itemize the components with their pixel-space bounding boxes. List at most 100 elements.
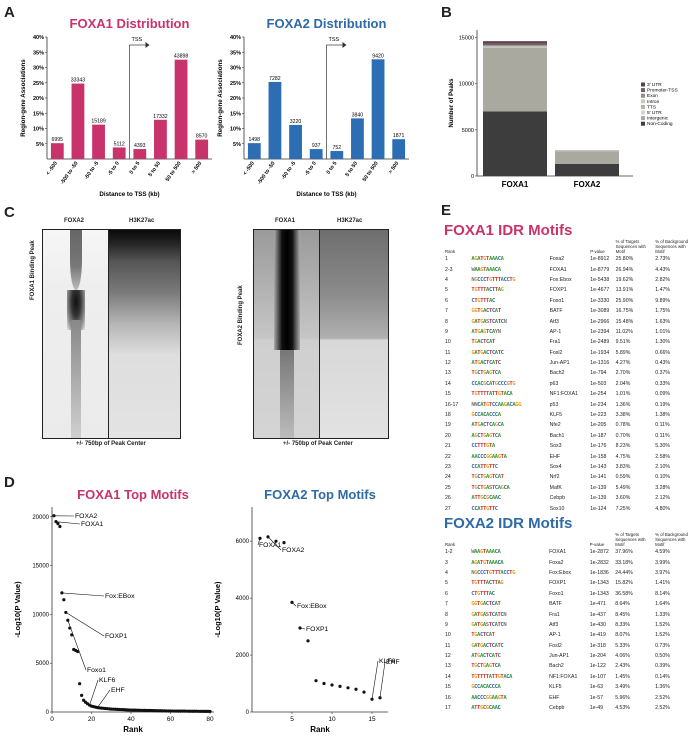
foxa1-motifs-annotation-label: KLF6	[99, 677, 115, 684]
foxa2-motifs-point	[314, 679, 318, 683]
motif-target-pct: 8.23%	[615, 443, 631, 450]
motif-rank: 20	[445, 432, 451, 439]
motif-pvalue: 1e-107	[589, 673, 606, 680]
motif-pvalue: 1e-3089	[590, 308, 610, 315]
foxa2-motifs-annotation-label: FOXA1	[259, 542, 282, 549]
heatmap-right-xlabel: +/- 750bp of Peak Center	[283, 441, 353, 447]
motif-pvalue: 1e-176	[590, 443, 607, 450]
foxa2-motifs-title: FOXA2 Top Motifs	[264, 487, 376, 502]
foxa1-motifs-annotation-line	[61, 592, 105, 597]
motif-row: 19 ATGACTCAGCA Nfe2 1e-205 0.78% 0.11%	[444, 420, 696, 430]
foxa2-idr-section: FOXA2 IDR Motifs Rank P-value % of Targe…	[444, 515, 696, 713]
foxa1-motifs-xtick-label: 60	[167, 716, 175, 723]
foxa1-motifs-annotation-label: Fox:EBox	[105, 593, 135, 600]
peaks-segment	[483, 41, 547, 44]
motif-name: Fra1	[549, 339, 561, 346]
foxa1-dist-ytick-label: 30%	[33, 66, 44, 72]
peaks-segment	[483, 111, 547, 176]
motif-background-pct: 2.52%	[655, 694, 670, 701]
foxa2-dist-category-label: -5 to 0	[304, 161, 318, 177]
foxa2-dist-tss-arrow	[342, 42, 347, 48]
foxa2-dist-value-label: 9420	[372, 53, 384, 59]
foxa1-dist-category-label: < -500	[45, 161, 59, 177]
motif-target-pct: 25.90%	[615, 297, 634, 304]
motif-rank: 4	[445, 276, 448, 283]
peaks-legend-swatch	[641, 93, 645, 98]
panel-letter-b: B	[441, 4, 452, 21]
foxa1-dist-value-label: 17332	[153, 114, 168, 120]
foxa2-dist-bar	[289, 124, 302, 159]
motif-logo: GCCACACCCA	[471, 684, 501, 691]
peaks-legend-label: Exon	[647, 93, 658, 99]
motif-target-pct: 16.75%	[615, 308, 634, 315]
motif-logo: TGCTGAGTCA	[471, 370, 501, 377]
motif-rank: 7	[445, 601, 448, 608]
motif-name: Bach1	[549, 432, 565, 439]
motif-rank: 6	[445, 590, 448, 597]
motif-row: 5 TGTTTACTTAG FOXP1 1e-1343 15.82% 1.41%	[444, 578, 696, 588]
motif-logo: TGACTCAT	[471, 632, 495, 639]
motif-pvalue: 1e-2966	[590, 318, 610, 325]
motif-row: 14 TGTTTTATTGTACA NF1:FOXA1 1e-107 1.45% 0.14…	[444, 672, 696, 682]
motif-background-pct: 4.59%	[655, 549, 670, 556]
foxa1-dist-bar	[71, 83, 85, 159]
foxa1-motifs-xlabel: Rank	[123, 725, 143, 734]
foxa2-header-bg: % of Background Sequences with Motif	[655, 532, 688, 547]
motif-target-pct: 25.80%	[615, 256, 634, 263]
motif-logo: AGATGTAAACA	[471, 256, 504, 263]
motif-name: Foxo1	[549, 590, 564, 597]
foxa2-motifs-xlabel: Rank	[310, 725, 330, 734]
peaks-legend-label: Non-Coding	[647, 121, 673, 127]
heatmap-left-foxa2	[42, 229, 110, 439]
motif-name: KLF5	[549, 412, 563, 419]
peaks-ytick-label: 5000	[462, 128, 474, 134]
motif-pvalue: 1e-430	[589, 621, 606, 628]
motif-row: 2-3 WAAGTAAACA FOXA1 1e-8779 26.94% 4.43%	[444, 264, 696, 274]
foxa2-motifs-ytick-label: 6000	[236, 539, 250, 545]
motif-name: FOXP1	[549, 580, 567, 587]
motif-logo: NNCATGTCCAAGACAGG	[471, 401, 522, 408]
foxa2-motifs-annotation-line	[379, 661, 386, 698]
peaks-segment	[483, 43, 547, 46]
motif-target-pct: 3.49%	[615, 684, 630, 691]
motif-name: NF1:FOXA1	[549, 673, 578, 680]
foxa2-dist-category-label: -500 to -50	[257, 161, 277, 186]
motif-target-pct: 36.58%	[615, 590, 633, 597]
heatmap-left-col1-label: FOXA2	[64, 218, 85, 224]
motif-row: 16-17 NNCATGTCCAAGACAGG p53 1e-234 1.36% 0.19…	[444, 399, 696, 409]
foxa1-dist-ylabel: Region-gene Associations	[20, 59, 27, 137]
foxa1-dist-ytick-label: 40%	[33, 35, 44, 41]
foxa1-idr-section: FOXA1 IDR Motifs Rank P-value % of Targe…	[444, 222, 696, 514]
motif-logo: CCTTTGTA	[471, 443, 495, 450]
foxa1-motifs-annotation-label: Foxo1	[87, 667, 106, 674]
motif-pvalue: 1e-1343	[589, 580, 609, 587]
foxa2-dist-ytick-label: 5%	[233, 142, 241, 148]
foxa1-dist-bar	[174, 59, 188, 159]
motif-target-pct: 9.51%	[615, 339, 631, 346]
motif-rank: 13	[445, 370, 451, 377]
peaks-legend-swatch	[641, 116, 645, 121]
motif-row: 25 TGCTGASTCAGCA MafK 1e-139 5.49% 3.28%	[444, 483, 696, 493]
motif-target-pct: 2.70%	[615, 370, 631, 377]
motif-pvalue: 1e-234	[590, 401, 607, 408]
foxa2-idr-title: FOXA2 IDR Motifs	[444, 515, 573, 532]
motif-rank: 5	[445, 287, 448, 294]
motif-logo: TGTTTACTTAG	[471, 287, 504, 294]
foxa1-dist-value-label: 4393	[134, 143, 146, 149]
foxa1-motifs-annotation-label: FOXA1	[81, 521, 104, 528]
motif-name: p53	[549, 401, 559, 408]
motif-name: Nfe2	[549, 422, 561, 429]
foxa2-motifs-annotation-label: KLF6	[379, 658, 395, 665]
foxa1-motifs-ylabel: -Log10(P Value)	[13, 581, 22, 638]
motif-row: 10 TGACTCAT AP-1 1e-419 8.07% 1.52%	[444, 630, 696, 640]
motif-pvalue: 1e-1343	[589, 590, 609, 597]
heatmap-right-col1-label: FOXA1	[275, 218, 296, 224]
foxa2-dist-ytick-label: 35%	[230, 50, 241, 56]
motif-rank: 26	[445, 495, 451, 502]
foxa1-motifs-ytick-label: 10000	[32, 612, 49, 618]
motif-logo: ATGACTCATC	[471, 360, 501, 367]
motif-pvalue: 1e-5438	[590, 276, 610, 283]
motif-name: Atf3	[549, 621, 559, 628]
foxa2-dist-bar	[247, 143, 261, 159]
